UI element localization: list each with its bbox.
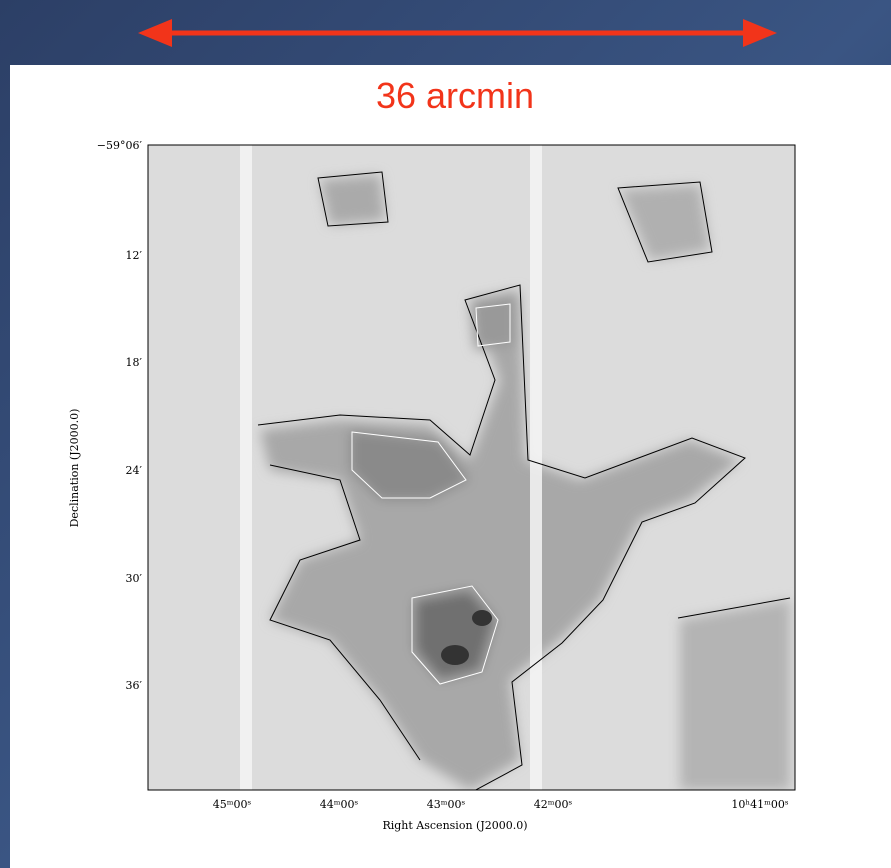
- map-image: [148, 145, 795, 792]
- x-tick-label: 42ᵐ00ˢ: [534, 798, 573, 811]
- x-axis-title: Right Ascension (J2000.0): [382, 819, 527, 832]
- slide: 36 arcmin −59°06′: [0, 0, 891, 868]
- y-axis-title: Declination (J2000.0): [68, 409, 81, 528]
- x-tick-label: 43ᵐ00ˢ: [427, 798, 466, 811]
- y-tick-label: 24′: [126, 464, 143, 477]
- y-tick-label: 12′: [126, 249, 143, 262]
- y-tick-label: 18′: [126, 356, 143, 369]
- y-tick-label: 30′: [126, 572, 143, 585]
- y-tick-label: −59°06′: [97, 139, 143, 152]
- y-tick-label: 36′: [126, 679, 143, 692]
- x-tick-label: 45ᵐ00ˢ: [213, 798, 252, 811]
- x-tick-label: 10ʰ41ᵐ00ˢ: [731, 798, 788, 811]
- scale-label: 36 arcmin: [376, 75, 534, 116]
- x-tick-label: 44ᵐ00ˢ: [320, 798, 359, 811]
